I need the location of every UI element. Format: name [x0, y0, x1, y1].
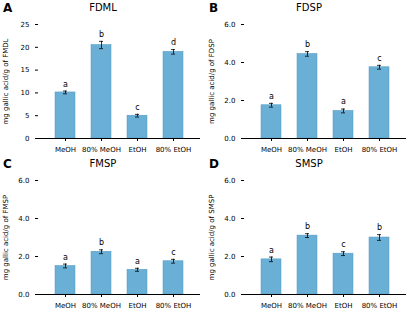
svg-text:4.0: 4.0	[18, 215, 29, 223]
svg-text:80% MeOH: 80% MeOH	[288, 146, 327, 154]
svg-text:b: b	[305, 40, 310, 49]
html-text:SMSP: SMSP	[295, 158, 323, 169]
svg-text:EtOH: EtOH	[129, 146, 147, 154]
svg-text:d: d	[171, 38, 176, 47]
svg-text:2.0: 2.0	[224, 97, 235, 105]
svg-text:4.0: 4.0	[224, 59, 235, 67]
svg-text:a: a	[135, 257, 140, 266]
svg-text:6.0: 6.0	[224, 177, 235, 185]
svg-text:MeOH: MeOH	[55, 302, 76, 310]
svg-text:c: c	[377, 54, 381, 63]
html-text:D: D	[209, 157, 219, 171]
html-text:FMSP: FMSP	[89, 158, 117, 169]
svg-text:10: 10	[21, 89, 30, 97]
svg-text:0.0: 0.0	[224, 135, 235, 143]
svg-text:5: 5	[25, 112, 29, 120]
svg-text:80% EtOH: 80% EtOH	[362, 302, 398, 310]
svg-text:mg gallic acid/g of FDSP: mg gallic acid/g of FDSP	[208, 39, 216, 124]
html-text:FDML: FDML	[89, 2, 117, 13]
svg-text:15: 15	[21, 66, 30, 74]
svg-text:MeOH: MeOH	[261, 302, 282, 310]
svg-text:a: a	[269, 246, 274, 255]
svg-text:80% MeOH: 80% MeOH	[82, 146, 121, 154]
svg-text:b: b	[99, 30, 104, 39]
svg-text:EtOH: EtOH	[335, 302, 353, 310]
svg-text:a: a	[63, 80, 68, 89]
svg-text:2.0: 2.0	[224, 253, 235, 261]
svg-text:mg gallic acid/g of SMSP: mg gallic acid/g of SMSP	[208, 195, 216, 281]
svg-text:80% EtOH: 80% EtOH	[156, 146, 192, 154]
svg-text:0.0: 0.0	[224, 291, 235, 299]
svg-text:a: a	[341, 97, 346, 106]
svg-text:80% MeOH: 80% MeOH	[288, 302, 327, 310]
html-text:C: C	[3, 157, 12, 171]
html-text:FDSP: FDSP	[296, 2, 322, 13]
svg-text:mg gallic acid/g of FMSP: mg gallic acid/g of FMSP	[2, 195, 10, 280]
html-text:B: B	[209, 1, 219, 15]
svg-text:MeOH: MeOH	[55, 146, 76, 154]
svg-text:6.0: 6.0	[18, 177, 29, 185]
svg-text:6.0: 6.0	[224, 21, 235, 29]
svg-text:b: b	[377, 223, 382, 232]
svg-text:c: c	[171, 248, 175, 257]
svg-text:EtOH: EtOH	[129, 302, 147, 310]
svg-text:0.0: 0.0	[18, 291, 29, 299]
svg-text:MeOH: MeOH	[261, 146, 282, 154]
svg-text:80% MeOH: 80% MeOH	[82, 302, 121, 310]
svg-text:4.0: 4.0	[224, 215, 235, 223]
svg-text:80% EtOH: 80% EtOH	[156, 302, 192, 310]
svg-text:a: a	[63, 253, 68, 262]
svg-text:c: c	[135, 103, 139, 112]
svg-text:EtOH: EtOH	[335, 146, 353, 154]
svg-text:a: a	[269, 92, 274, 101]
svg-text:0: 0	[25, 135, 29, 143]
svg-text:2.0: 2.0	[18, 253, 29, 261]
svg-text:b: b	[305, 222, 310, 231]
svg-text:80% EtOH: 80% EtOH	[362, 146, 398, 154]
svg-text:25: 25	[21, 21, 30, 29]
svg-text:mg gallic acid/g of FMDL: mg gallic acid/g of FMDL	[2, 38, 10, 124]
svg-text:20: 20	[21, 44, 30, 52]
html-text:A: A	[3, 1, 13, 15]
svg-text:b: b	[99, 238, 104, 247]
svg-text:c: c	[341, 240, 345, 249]
